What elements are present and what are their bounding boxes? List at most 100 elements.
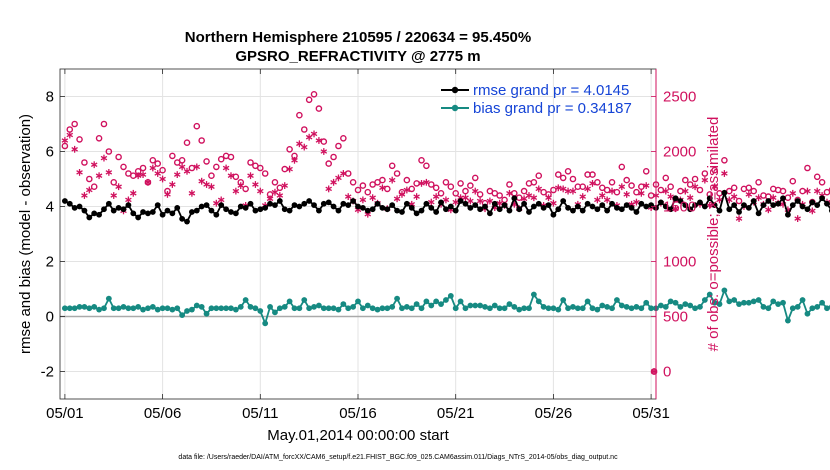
- rmse-point: [501, 202, 508, 209]
- bias-point: [164, 305, 171, 312]
- obs-possible-marker: [730, 184, 738, 192]
- bias-point: [526, 305, 532, 312]
- bias-point: [189, 306, 195, 313]
- rmse-point: [120, 206, 127, 213]
- bias-point: [614, 297, 620, 303]
- bias-point: [105, 295, 112, 302]
- obs-assimilated-marker: [667, 193, 674, 200]
- rmse-point: [355, 203, 361, 210]
- bias-point: [223, 305, 229, 312]
- rmse-point: [384, 206, 391, 213]
- obs-assimilated-marker: [618, 183, 626, 191]
- x-axis-label: May.01,2014 00:00:00 start: [267, 427, 449, 444]
- rmse-point: [369, 206, 376, 213]
- rmse-point: [394, 207, 400, 214]
- obs-assimilated-marker: [115, 183, 122, 191]
- obs-assimilated-marker: [134, 172, 142, 180]
- rmse-point: [247, 200, 254, 207]
- obs-assimilated-marker: [315, 137, 323, 144]
- bias-point: [785, 317, 791, 324]
- rmse-point: [692, 202, 698, 209]
- rmse-point: [584, 200, 591, 207]
- obs-count-layer: [61, 91, 830, 375]
- obs-assimilated-marker: [252, 181, 259, 188]
- obs-assimilated-marker: [755, 194, 762, 202]
- rmse-point: [824, 200, 830, 207]
- bias-point: [726, 298, 733, 305]
- bias-point: [452, 305, 459, 312]
- bias-point: [750, 298, 757, 305]
- obs-assimilated-marker: [183, 167, 191, 175]
- chart-title: Northern Hemisphere 210595 / 220634 = 95…: [185, 29, 531, 46]
- rmse-point: [242, 204, 249, 211]
- bias-point: [384, 305, 391, 312]
- obs-possible-marker: [701, 170, 709, 177]
- rmse-point: [159, 211, 166, 218]
- obs-possible-marker: [242, 185, 249, 193]
- rmse-point: [511, 195, 518, 202]
- bias-point: [374, 306, 381, 313]
- obs-assimilated-marker: [462, 194, 469, 202]
- obs-possible-marker: [467, 182, 474, 189]
- rmse-point: [447, 203, 454, 210]
- rmse-point: [701, 203, 708, 210]
- rmse-point: [687, 206, 694, 213]
- obs-possible-marker: [388, 162, 396, 170]
- obs-possible-marker: [462, 187, 469, 195]
- bias-point: [428, 302, 435, 309]
- bias-point: [76, 303, 83, 310]
- bias-point: [120, 303, 127, 310]
- obs-assimilated-marker: [584, 185, 591, 193]
- obs-assimilated-marker: [344, 193, 352, 200]
- bias-point: [330, 305, 337, 312]
- bias-point: [389, 303, 396, 310]
- obs-assimilated-marker: [789, 189, 797, 197]
- bias-point: [809, 305, 816, 312]
- obs-assimilated-marker: [594, 196, 601, 204]
- bias-point: [208, 305, 215, 312]
- obs-possible-marker: [418, 156, 425, 164]
- obs-possible-marker: [828, 187, 830, 193]
- bias-point: [237, 303, 244, 310]
- obs-possible-marker: [476, 191, 484, 198]
- bias-point: [804, 310, 811, 317]
- bias-point: [628, 305, 635, 312]
- bias-point: [174, 305, 181, 312]
- bias-point: [623, 303, 630, 310]
- rmse-point: [814, 202, 821, 209]
- bias-point: [765, 305, 772, 312]
- rmse-point: [145, 210, 151, 217]
- obs-possible-marker: [271, 178, 279, 186]
- bias-point: [706, 291, 713, 298]
- obs-assimilated-marker: [105, 169, 113, 176]
- rmse-point: [408, 204, 415, 211]
- obs-possible-marker: [457, 180, 464, 187]
- rmse-point: [193, 207, 200, 214]
- bias-point: [320, 305, 327, 312]
- obs-assimilated-marker: [809, 207, 816, 215]
- rmse-point: [428, 204, 435, 211]
- x-tick-label: 05/21: [437, 405, 475, 422]
- bias-series: [61, 287, 830, 327]
- bias-point: [530, 291, 537, 298]
- y-right-tick-label: 1000: [663, 254, 696, 271]
- rmse-point: [223, 206, 229, 213]
- bias-point: [462, 305, 469, 312]
- rmse-point: [61, 198, 68, 204]
- obs-possible-marker: [623, 176, 630, 184]
- obs-possible-marker: [315, 105, 323, 112]
- bias-point: [667, 298, 674, 305]
- rmse-point: [130, 210, 137, 217]
- rmse-point: [521, 200, 527, 207]
- obs-possible-marker: [276, 184, 284, 192]
- bias-point: [218, 305, 225, 312]
- obs-possible-marker: [804, 164, 811, 172]
- rmse-point: [325, 199, 332, 206]
- rmse-point: [535, 200, 542, 207]
- bias-point: [340, 301, 347, 308]
- obs-assimilated-marker: [359, 196, 367, 204]
- bias-point: [91, 303, 98, 310]
- bias-point: [780, 299, 786, 306]
- obs-possible-marker: [799, 187, 806, 195]
- bias-point: [496, 305, 503, 312]
